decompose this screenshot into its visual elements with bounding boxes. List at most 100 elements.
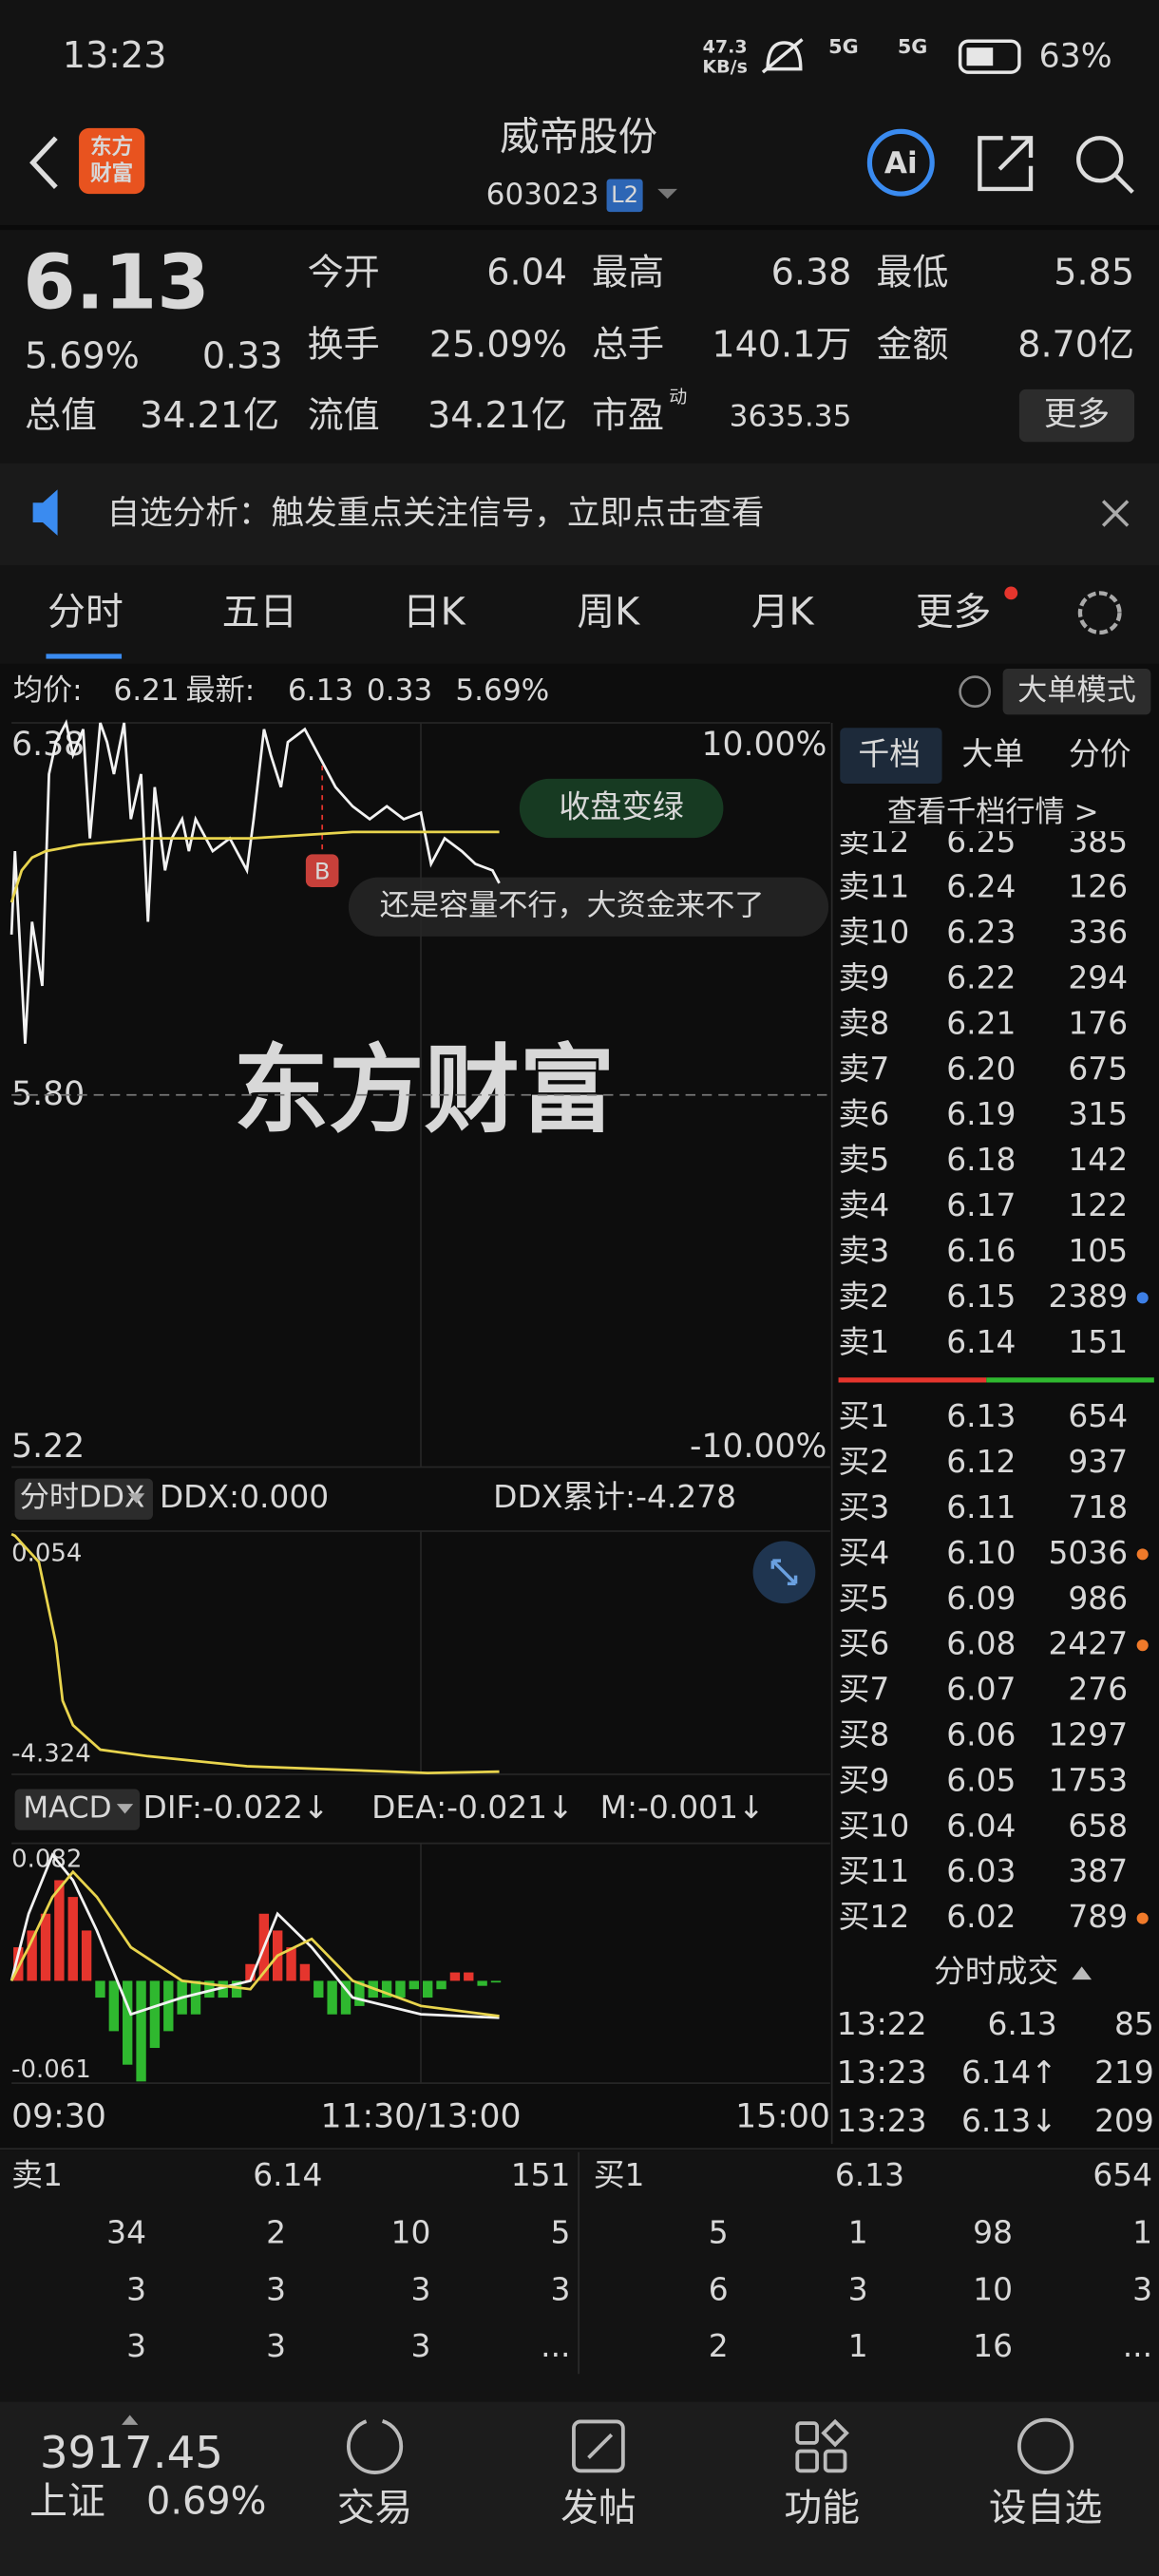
info-change: 0.33 (367, 673, 432, 708)
nav-item[interactable]: 交易 (337, 2486, 413, 2529)
macd-bar (422, 1980, 433, 1998)
trade-icon[interactable] (346, 2417, 404, 2474)
book-price: 6.07 (946, 1671, 1016, 1708)
help-icon[interactable] (959, 675, 992, 709)
tab[interactable]: 月K (751, 590, 815, 634)
mode-button[interactable] (1002, 668, 1151, 715)
indicator-stat: DIF:-0.022↓ (143, 1789, 330, 1826)
book-volume: 2389 (1048, 1278, 1128, 1315)
macd-bar (449, 1972, 461, 1981)
nav-item[interactable]: 功能 (784, 2486, 860, 2529)
field-value: 6.38 (771, 251, 852, 293)
macd-bar (81, 1930, 92, 1981)
queue-order: 34 (106, 2214, 146, 2251)
field-label: 总值 (25, 394, 97, 436)
book-tab[interactable]: 分价 (1069, 735, 1131, 772)
book-tab[interactable]: 大单 (961, 735, 1024, 772)
book-tab[interactable]: 千档 (858, 735, 921, 772)
book-level: 买10 (839, 1807, 910, 1844)
tab[interactable]: 周K (577, 590, 640, 634)
nav-item[interactable]: 设自选 (989, 2486, 1102, 2529)
search-icon[interactable] (1076, 136, 1124, 183)
book-sells: 卖12 6.25 385 卖11 6.24 126 卖10 6.23 336 卖9 6.22 294 卖… (839, 831, 1149, 1360)
tab[interactable]: 五日 (222, 590, 298, 634)
book-price: 6.23 (946, 914, 1016, 951)
settings-icon[interactable] (1077, 591, 1122, 635)
macd-bar (190, 1980, 201, 2015)
net-speed: 47.3 (703, 37, 748, 58)
book-price: 6.21 (946, 1004, 1016, 1041)
book-volume: 126 (1068, 868, 1128, 905)
macd-bar (408, 1980, 420, 1990)
macd-bar (204, 1980, 215, 1998)
book-dot (1136, 1639, 1149, 1652)
queue-order: 5 (709, 2214, 729, 2251)
search-icon-handle (1114, 174, 1134, 194)
price: 6.13 (23, 238, 209, 327)
divider (0, 224, 1159, 231)
series-line (10, 1532, 500, 1774)
tab[interactable]: 更多 (916, 590, 992, 634)
speaker-icon (32, 489, 58, 536)
tab[interactable]: 分时 (48, 590, 124, 634)
expand-icon (770, 1559, 798, 1586)
book-price: 6.22 (946, 959, 1016, 996)
macd-select[interactable] (14, 1789, 141, 1830)
macd-bar (54, 1880, 65, 1981)
queue-price: 6.14 (253, 2156, 322, 2193)
queue-order: 3 (266, 2270, 286, 2307)
field-value: 6.04 (486, 251, 567, 293)
logo-bg[interactable] (79, 127, 145, 195)
book-price: 6.04 (946, 1807, 1016, 1844)
more-button[interactable] (1018, 388, 1135, 443)
book-tab-active[interactable] (840, 728, 942, 785)
dropdown-icon (127, 1493, 145, 1504)
queue-price: 6.13 (835, 2156, 904, 2193)
book-price: 6.19 (946, 1095, 1016, 1132)
queue-order: 3 (551, 2270, 571, 2307)
book-level: 买3 (839, 1488, 890, 1525)
book-link[interactable]: 查看千档行情 > (887, 795, 1099, 829)
trade-volume: 219 (1094, 2054, 1154, 2091)
book-price: 6.10 (946, 1534, 1016, 1571)
change-pct: 5.69% (25, 335, 140, 377)
queue-order: 3 (266, 2327, 286, 2364)
x-tick-label: 15:00 (735, 2097, 830, 2135)
book-level: 买6 (839, 1625, 890, 1662)
logo-text: 财富 (90, 161, 133, 186)
tab[interactable]: 日K (403, 590, 466, 634)
index-change: 0.69% (146, 2479, 266, 2523)
ddx-select[interactable] (14, 1478, 153, 1520)
nav-item[interactable]: 发帖 (560, 2486, 636, 2529)
banner-text: 自选分析：触发重点关注信号，立即点击查看 (106, 494, 764, 532)
post-icon[interactable] (572, 2419, 625, 2473)
book-level: 卖6 (839, 1095, 890, 1132)
network: 5G (828, 35, 858, 58)
queue-order: 10 (973, 2270, 1013, 2307)
dropdown-icon[interactable] (657, 188, 677, 199)
back-icon[interactable] (29, 136, 58, 189)
nav-icons (346, 2417, 1074, 2474)
book-price: 6.18 (946, 1141, 1016, 1178)
book-level: 卖1 (839, 1323, 890, 1360)
field-label: 市盈 (592, 394, 664, 436)
book-price: 6.05 (946, 1761, 1016, 1798)
macd-bar (27, 1930, 37, 1981)
close-icon[interactable] (1101, 500, 1130, 527)
queue-order: 3 (126, 2327, 146, 2364)
func-icon (795, 2449, 819, 2473)
func-icon[interactable] (795, 2421, 819, 2445)
ai-icon[interactable] (866, 128, 935, 197)
book-dot (1136, 1292, 1149, 1304)
queue-order: 1 (1132, 2214, 1152, 2251)
queue-order: 3 (410, 2327, 430, 2364)
field-label: 流值 (308, 394, 380, 436)
annotation: 收盘变绿 (559, 787, 683, 824)
book-volume: 5036 (1048, 1534, 1128, 1571)
field-label-sup: 动 (669, 387, 687, 407)
share-icon[interactable] (978, 136, 1034, 192)
custom-icon[interactable] (1017, 2417, 1074, 2474)
indicator-stat: M:-0.001↓ (600, 1789, 765, 1826)
